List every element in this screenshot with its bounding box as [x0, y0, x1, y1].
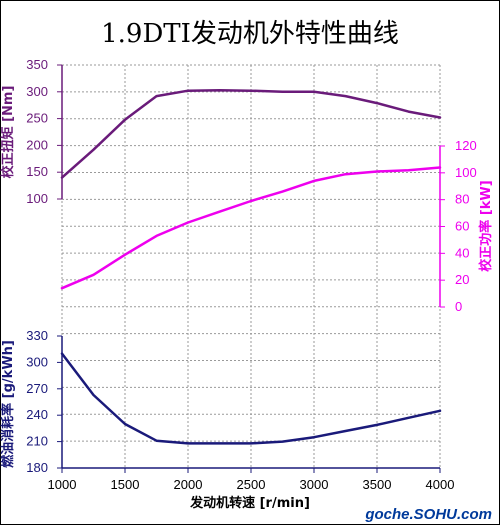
chart-title: 1.9DTI发动机外特性曲线 [101, 19, 399, 49]
bsfc-series-line [60, 352, 442, 445]
x-tick-label: 1500 [111, 477, 140, 492]
x-tick-label: 2000 [174, 477, 203, 492]
axes: 1000 1500 2000 2500 3000 3500 4000100150200250… [0, 57, 494, 492]
torque-tick-label: 300 [26, 84, 48, 99]
torque-tick-label: 200 [26, 137, 48, 152]
watermark: goche.SOHU.com [364, 506, 492, 523]
torque-tick-label: 150 [26, 164, 48, 179]
x-tick-label: 3000 [300, 477, 329, 492]
power-tick-label: 0 [455, 299, 462, 314]
x-axis-title: 发动机转速 [r/min] [189, 495, 310, 511]
power-tick-label: 40 [455, 245, 469, 260]
torque-axis-title: 校正扭矩 [Nm] [0, 86, 16, 179]
x-tick-label: 3500 [363, 477, 392, 492]
bsfc-tick-label: 210 [26, 434, 48, 449]
x-tick-label: 2500 [237, 477, 266, 492]
power-tick-label: 60 [455, 219, 469, 234]
grid [61, 64, 441, 469]
power-series-line [60, 166, 442, 290]
power-tick-label: 100 [455, 165, 477, 180]
torque-tick-label: 100 [26, 191, 48, 206]
torque-tick-label: 250 [26, 111, 48, 126]
torque-tick-label: 350 [26, 57, 48, 72]
bsfc-tick-label: 330 [26, 328, 48, 343]
bsfc-axis-title: 燃油消耗率 [g/kWh] [0, 340, 16, 468]
power-axis-title: 校正功率 [kW] [478, 180, 494, 271]
bsfc-tick-label: 270 [26, 381, 48, 396]
series [60, 88, 442, 445]
bsfc-tick-label: 180 [26, 460, 48, 475]
torque-series-line [60, 88, 442, 179]
x-tick-label: 1000 [48, 477, 77, 492]
power-tick-label: 20 [455, 272, 469, 287]
bsfc-tick-label: 300 [26, 354, 48, 369]
x-tick-label: 4000 [426, 477, 455, 492]
power-tick-label: 80 [455, 192, 469, 207]
bsfc-tick-label: 240 [26, 407, 48, 422]
power-tick-label: 120 [455, 138, 477, 153]
